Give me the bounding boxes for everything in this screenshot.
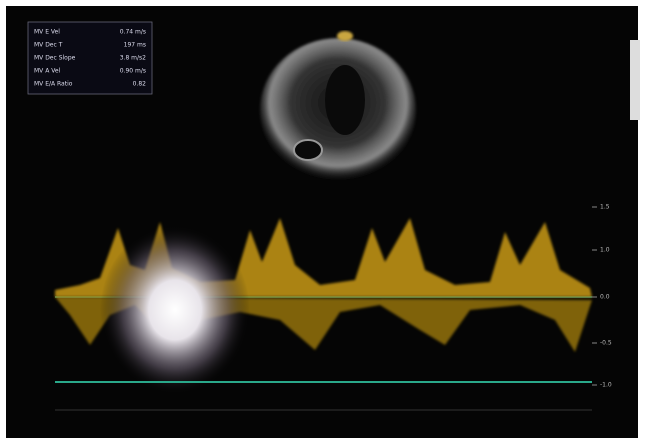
measurement-value: 197 ms: [124, 42, 146, 49]
measurements: MV E Vel 0.74 m/s MV Dec T 197 ms MV Dec Slo…: [34, 29, 146, 88]
measurement-label: MV Dec Slope: [34, 55, 76, 62]
scale-label: -0.5: [600, 340, 612, 347]
scale-label: 1.5: [600, 204, 610, 211]
heart-chamber: [325, 65, 365, 135]
scale-label: -1.0: [600, 382, 612, 389]
measurement-label: MV Dec T: [34, 42, 63, 49]
measurement-box: [27, 21, 153, 95]
heart-chamber: [293, 139, 323, 161]
measurement-label: MV E/A Ratio: [34, 81, 73, 88]
measurement-label: MV E Vel: [34, 29, 60, 36]
measurement-value: 0.74 m/s: [120, 29, 146, 36]
measurement-label: MV A Vel: [34, 68, 61, 75]
scale-label: 0.0: [600, 294, 610, 301]
measurement-value: 3.8 m/s2: [120, 55, 146, 62]
edge-glare: [630, 40, 640, 120]
velocity-scale: 1.5 1.0 0.0 -0.5 -1.0: [592, 204, 612, 389]
measurement-value: 0.90 m/s: [120, 68, 146, 75]
marker: [337, 31, 353, 41]
measurement-value: 0.82: [133, 81, 147, 88]
scale-label: 1.0: [600, 247, 610, 254]
screen-glare: [100, 225, 250, 395]
